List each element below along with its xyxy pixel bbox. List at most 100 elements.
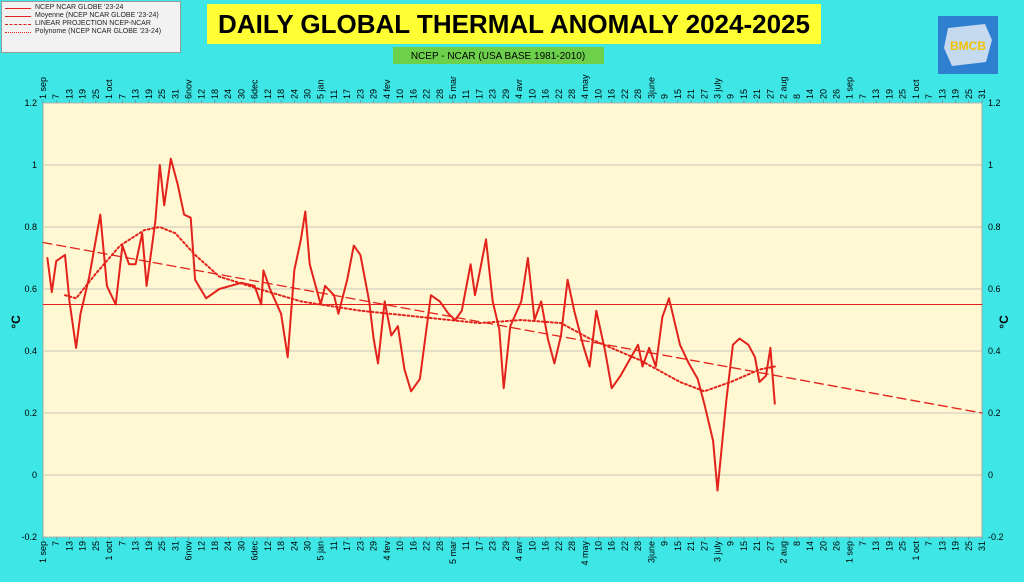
- y2-tick-label: 0.6: [988, 284, 1001, 294]
- y-tick-label: 1.2: [24, 98, 37, 108]
- x2-tick-label: 28: [567, 89, 577, 99]
- x2-tick-label: 3june: [646, 77, 656, 99]
- x2-tick-label: 4 avr: [514, 79, 524, 99]
- x2-tick-label: 19: [884, 89, 894, 99]
- x-tick-label: 25: [91, 541, 101, 551]
- x2-tick-label: 25: [964, 89, 974, 99]
- legend-entry: LINEAR PROJECTION NCEP-NCAR: [5, 20, 177, 28]
- x2-tick-label: 18: [210, 89, 220, 99]
- x-tick-label: 7: [51, 541, 61, 546]
- x2-tick-label: 10: [395, 89, 405, 99]
- x2-tick-label: 5 jan: [316, 79, 326, 99]
- x-tick-label: 25: [898, 541, 908, 551]
- x-tick-label: 31: [170, 541, 180, 551]
- x2-tick-label: 13: [937, 89, 947, 99]
- legend-label: Polynome (NCEP NCAR GLOBE '23-24): [35, 28, 162, 35]
- x2-tick-label: 7: [117, 94, 127, 99]
- x-tick-label: 3 july: [712, 541, 722, 563]
- y-tick-label: 0.4: [24, 346, 37, 356]
- title-box: [207, 4, 821, 44]
- x2-tick-label: 26: [832, 89, 842, 99]
- series-line: [46, 157, 776, 492]
- x-tick-label: 16: [607, 541, 617, 551]
- x-tick-label: 13: [64, 541, 74, 551]
- x2-tick-label: 25: [898, 89, 908, 99]
- x-tick-label: 1 sep: [38, 541, 48, 563]
- x2-tick-label: 19: [951, 89, 961, 99]
- x2-tick-label: 19: [144, 89, 154, 99]
- x-tick-label: 16: [408, 541, 418, 551]
- x2-tick-label: 13: [131, 89, 141, 99]
- y-tick-label: 0.8: [24, 222, 37, 232]
- x2-tick-label: 9: [660, 94, 670, 99]
- x2-tick-label: 22: [554, 89, 564, 99]
- x-tick-label: 11: [461, 541, 471, 550]
- x-tick-label: 25: [964, 541, 974, 551]
- x2-tick-label: 11: [461, 90, 471, 99]
- x-tick-label: 19: [78, 541, 88, 551]
- x2-tick-label: 9: [726, 94, 736, 99]
- x-tick-label: 13: [937, 541, 947, 551]
- logo-text: BMCB: [950, 39, 986, 53]
- y-tick-label: 0.6: [24, 284, 37, 294]
- y-tick-label: 1: [32, 160, 37, 170]
- x-tick-label: 9: [660, 541, 670, 546]
- x2-tick-label: 4 fev: [382, 79, 392, 99]
- x-tick-label: 19: [144, 541, 154, 551]
- x-tick-label: 14: [805, 541, 815, 551]
- x2-tick-label: 4 may: [580, 74, 590, 99]
- x-tick-label: 23: [355, 541, 365, 551]
- x2-tick-label: 7: [924, 94, 934, 99]
- x-tick-label: 12: [197, 541, 207, 551]
- x-tick-label: 28: [435, 541, 445, 551]
- x-tick-label: 17: [474, 541, 484, 551]
- y2-axis-label: °C: [997, 315, 1011, 329]
- x2-tick-label: 8: [792, 94, 802, 99]
- x-tick-label: 24: [289, 541, 299, 551]
- x2-tick-label: 1 sep: [38, 77, 48, 99]
- x2-tick-label: 1 oct: [104, 79, 114, 99]
- legend: NCEP NCAR GLOBE '23-24 Moyenne (NCEP NCAR…: [1, 1, 181, 53]
- x-tick-label: 18: [276, 541, 286, 551]
- x2-tick-label: 30: [303, 89, 313, 99]
- x2-tick-label: 24: [289, 89, 299, 99]
- x-tick-label: 3june: [646, 541, 656, 563]
- x-tick-label: 15: [673, 541, 683, 551]
- x2-tick-label: 16: [408, 89, 418, 99]
- x2-tick-label: 17: [342, 89, 352, 99]
- legend-entry: Moyenne (NCEP NCAR GLOBE '23-24): [5, 12, 177, 20]
- x-tick-label: 1 oct: [104, 541, 114, 561]
- x-tick-label: 13: [871, 541, 881, 551]
- series-line: [42, 241, 983, 414]
- x-tick-label: 23: [488, 541, 498, 551]
- x-tick-label: 2 aug: [779, 541, 789, 564]
- y2-tick-label: 0: [988, 470, 993, 480]
- x2-tick-label: 22: [620, 89, 630, 99]
- legend-key: [5, 32, 31, 33]
- x2-tick-label: 28: [435, 89, 445, 99]
- y2-tick-label: -0.2: [988, 532, 1004, 542]
- subtitle-box: [393, 47, 604, 64]
- x2-tick-label: 23: [488, 89, 498, 99]
- x2-tick-label: 12: [197, 89, 207, 99]
- logo-shape: [944, 24, 992, 66]
- x2-tick-label: 21: [686, 89, 696, 99]
- x-tick-label: 10: [593, 541, 603, 551]
- x2-tick-label: 25: [91, 89, 101, 99]
- y2-tick-label: 0.8: [988, 222, 1001, 232]
- x-tick-label: 24: [223, 541, 233, 551]
- y-tick-label: -0.2: [21, 532, 37, 542]
- x2-tick-label: 12: [263, 89, 273, 99]
- legend-entry: Polynome (NCEP NCAR GLOBE '23-24): [5, 28, 177, 36]
- y2-tick-label: 0.4: [988, 346, 1001, 356]
- x-tick-label: 20: [818, 541, 828, 551]
- x2-tick-label: 16: [607, 89, 617, 99]
- x-tick-label: 31: [977, 541, 987, 551]
- y2-tick-label: 1: [988, 160, 993, 170]
- x-tick-label: 22: [422, 541, 432, 551]
- x-tick-label: 28: [567, 541, 577, 551]
- x-tick-label: 13: [131, 541, 141, 551]
- x-tick-label: 27: [765, 541, 775, 551]
- x2-tick-label: 29: [501, 89, 511, 99]
- x-tick-label: 18: [210, 541, 220, 551]
